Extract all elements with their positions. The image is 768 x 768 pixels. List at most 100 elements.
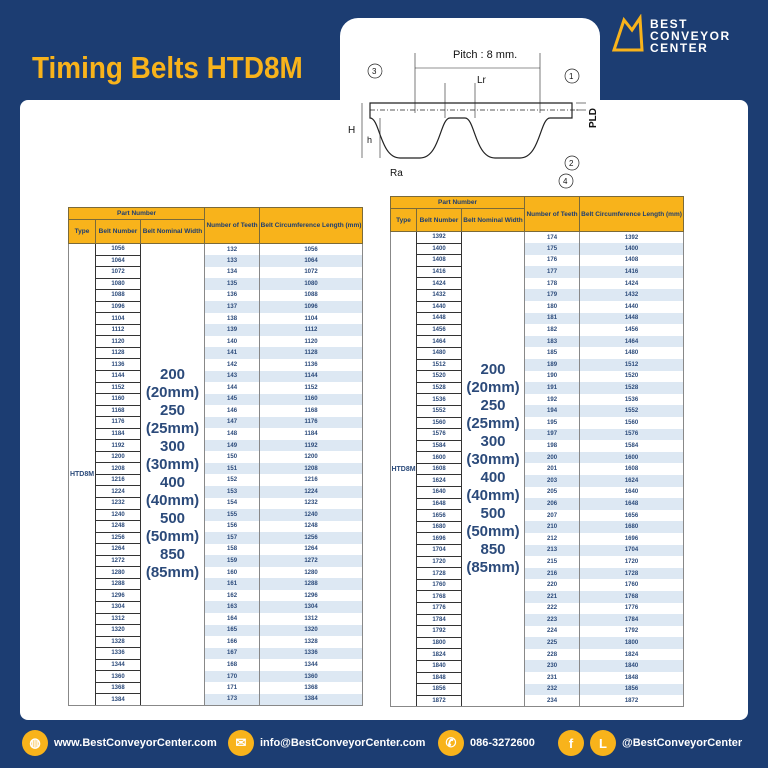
width-value: (85mm) bbox=[145, 564, 200, 582]
teeth-cell: 189 bbox=[524, 359, 581, 371]
table-row: 1168 146 1168 bbox=[69, 404, 364, 418]
length-cell: 1600 bbox=[579, 451, 685, 464]
globe-icon: ◍ bbox=[22, 730, 48, 756]
type-cell: HTD8M bbox=[390, 231, 417, 708]
teeth-cell: 191 bbox=[524, 382, 581, 394]
belt-number-cell: 1576 bbox=[416, 428, 462, 441]
teeth-cell: 150 bbox=[204, 451, 261, 463]
length-cell: 1240 bbox=[259, 509, 364, 521]
belt-number-header: Belt Number bbox=[95, 219, 141, 244]
length-cell: 1304 bbox=[259, 601, 364, 613]
teeth-cell: 213 bbox=[524, 544, 581, 557]
table-row: 1584 198 1584 bbox=[391, 439, 685, 453]
teeth-cell: 206 bbox=[524, 498, 581, 510]
length-cell: 1424 bbox=[579, 277, 685, 290]
teeth-cell: 166 bbox=[204, 636, 261, 648]
teeth-cell: 177 bbox=[524, 266, 581, 278]
teeth-cell: 136 bbox=[204, 289, 261, 302]
length-cell: 1760 bbox=[579, 579, 685, 591]
length-cell: 1800 bbox=[579, 637, 685, 649]
length-cell: 1104 bbox=[259, 312, 364, 325]
length-cell: 1448 bbox=[579, 312, 685, 325]
teeth-cell: 140 bbox=[204, 335, 261, 348]
teeth-cell: 148 bbox=[204, 428, 261, 440]
length-cell: 1232 bbox=[259, 497, 364, 510]
belt-number-cell: 1536 bbox=[416, 393, 462, 406]
phone-number[interactable]: 086-3272600 bbox=[470, 737, 535, 749]
width-value: 200 bbox=[160, 366, 186, 384]
length-cell: 1696 bbox=[579, 532, 685, 545]
width-value: 250 bbox=[480, 397, 506, 415]
length-cell: 1720 bbox=[579, 556, 685, 568]
belt-number-cell: 1640 bbox=[416, 486, 462, 499]
teeth-cell: 174 bbox=[524, 231, 581, 244]
table-row: 1304 163 1304 bbox=[69, 600, 364, 614]
belt-number-cell: 1112 bbox=[95, 323, 141, 337]
website-link[interactable]: www.BestConveyorCenter.com bbox=[54, 737, 217, 749]
table-row: 1800 225 1800 bbox=[391, 636, 685, 650]
table-row: 1104 138 1104 bbox=[69, 312, 364, 325]
width-value: 400 bbox=[480, 469, 506, 487]
belt-number-cell: 1248 bbox=[95, 520, 141, 533]
belt-number-cell: 1608 bbox=[416, 462, 462, 476]
belt-number-cell: 1232 bbox=[95, 497, 141, 510]
logo: BEST CONVEYOR CENTER bbox=[610, 14, 750, 64]
teeth-cell: 185 bbox=[524, 347, 581, 360]
nominal-width-header: Belt Nominal Width bbox=[460, 208, 526, 232]
email-link[interactable]: info@BestConveyorCenter.com bbox=[260, 737, 426, 749]
teeth-cell: 164 bbox=[204, 613, 261, 625]
width-value: (25mm) bbox=[466, 415, 520, 433]
length-cell: 1080 bbox=[259, 278, 364, 290]
length-header: Belt Circumference Length (mm) bbox=[259, 207, 364, 244]
teeth-cell: 168 bbox=[204, 659, 261, 671]
teeth-cell: 161 bbox=[204, 578, 261, 590]
belt-number-cell: 1848 bbox=[416, 671, 462, 685]
belt-number-cell: 1560 bbox=[416, 416, 462, 430]
page-title: Timing Belts HTD8M bbox=[32, 50, 303, 85]
table-row: 1624 203 1624 bbox=[391, 474, 685, 488]
teeth-cell: 171 bbox=[204, 682, 261, 694]
width-value: (20mm) bbox=[466, 379, 520, 397]
length-cell: 1520 bbox=[579, 370, 685, 383]
belt-number-cell: 1336 bbox=[95, 647, 141, 660]
length-cell: 1328 bbox=[259, 636, 364, 648]
table-row: 1152 144 1152 bbox=[69, 381, 364, 395]
width-value: 850 bbox=[160, 546, 186, 564]
logo-line3: CENTER bbox=[650, 41, 709, 55]
length-cell: 1176 bbox=[259, 416, 364, 429]
length-cell: 1840 bbox=[579, 660, 685, 673]
length-cell: 1224 bbox=[259, 485, 364, 498]
belt-number-cell: 1368 bbox=[95, 681, 141, 695]
width-value: (40mm) bbox=[145, 492, 200, 510]
teeth-cell: 175 bbox=[524, 243, 581, 255]
belt-number-header: Belt Number bbox=[416, 208, 462, 232]
teeth-cell: 137 bbox=[204, 301, 261, 313]
table-row: 1840 230 1840 bbox=[391, 659, 685, 673]
table-row: 1384 173 1384 bbox=[69, 693, 364, 706]
length-cell: 1208 bbox=[259, 462, 364, 475]
table-row: 1240 155 1240 bbox=[69, 508, 364, 522]
length-cell: 1288 bbox=[259, 578, 364, 590]
teeth-cell: 147 bbox=[204, 416, 261, 429]
table-row: 1312 164 1312 bbox=[69, 612, 364, 626]
length-cell: 1680 bbox=[579, 521, 685, 533]
belt-number-cell: 1432 bbox=[416, 288, 462, 302]
belt-number-cell: 1176 bbox=[95, 416, 141, 429]
length-cell: 1320 bbox=[259, 624, 364, 637]
nominal-width-cell: 200 (20mm) 250 (25mm) 300 (30mm) 400 (40mm) 500(… bbox=[140, 243, 205, 706]
table-row: 1144 143 1144 bbox=[69, 370, 364, 383]
width-value: (50mm) bbox=[145, 528, 200, 546]
table-row: 1200 150 1200 bbox=[69, 450, 364, 464]
teeth-cell: 139 bbox=[204, 324, 261, 336]
belt-number-cell: 1360 bbox=[95, 670, 141, 683]
table-row: HTD8M 1056 200 (20mm) 250 (25mm) 300 (30mm) 400(… bbox=[68, 243, 364, 706]
length-cell: 1776 bbox=[579, 602, 685, 615]
table-row: 1448 181 1448 bbox=[391, 312, 685, 325]
social-handle[interactable]: @BestConveyorCenter bbox=[622, 737, 743, 749]
callout-1: 1 bbox=[569, 72, 574, 81]
teeth-cell: 225 bbox=[524, 637, 581, 649]
belt-number-cell: 1872 bbox=[416, 694, 462, 708]
belt-number-cell: 1224 bbox=[95, 485, 141, 499]
table-row: 1760 220 1760 bbox=[391, 578, 685, 592]
footer: ◍ www.BestConveyorCenter.com ✉ info@BestCo… bbox=[0, 728, 768, 762]
